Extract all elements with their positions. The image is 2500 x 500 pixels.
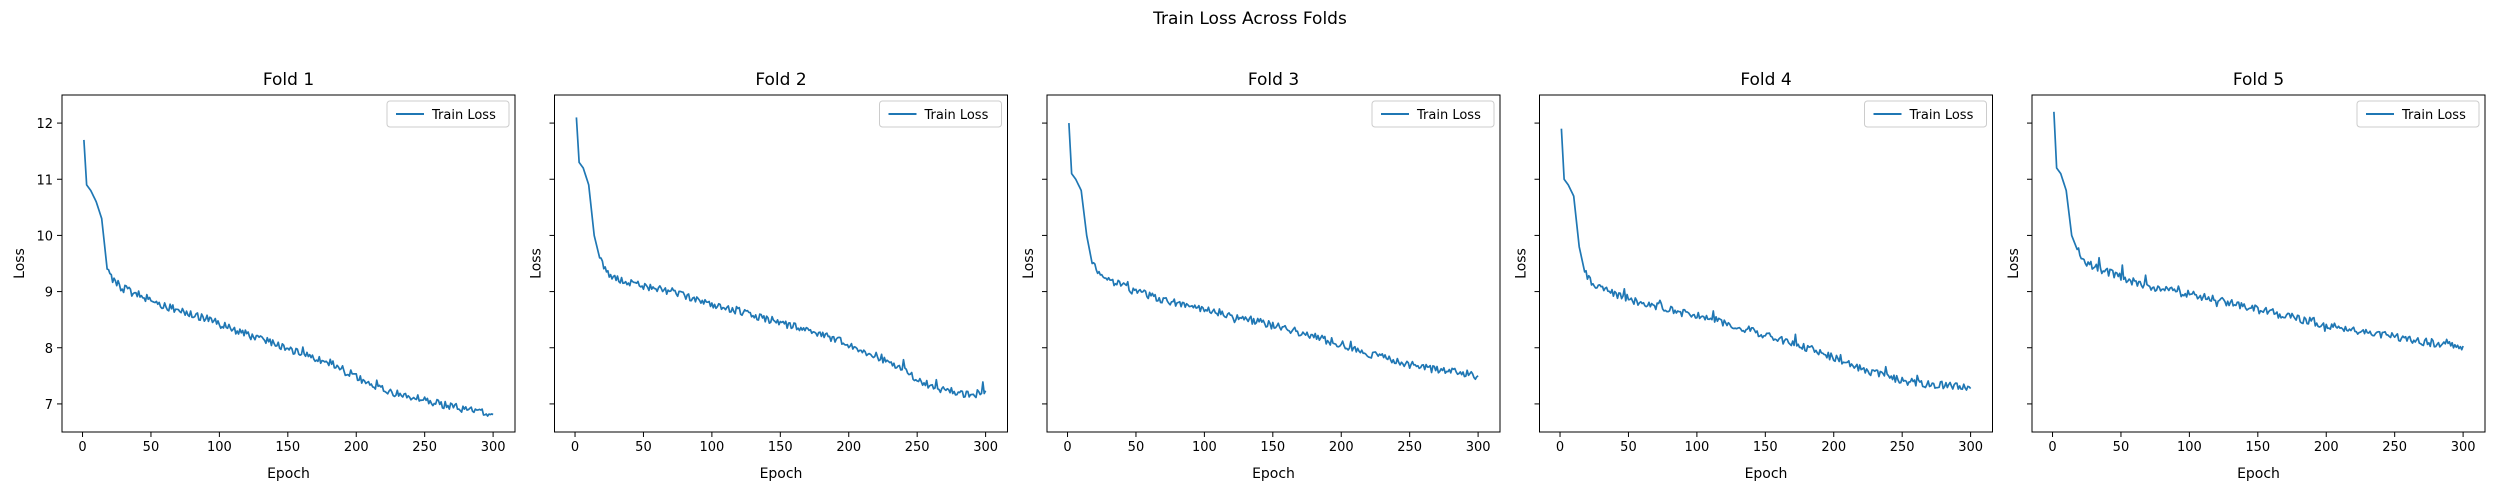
axes-frame: [1046, 94, 1501, 433]
x-tick-label: 0: [78, 440, 86, 455]
x-tick-label: 250: [1397, 440, 1422, 455]
series-line-train-loss: [83, 139, 494, 417]
x-tick-label: 0: [1556, 440, 1564, 455]
x-tick-label: 100: [699, 440, 724, 455]
x-tick-label: 250: [1890, 440, 1915, 455]
x-tick-label: 250: [905, 440, 930, 455]
legend-frame: [386, 100, 510, 128]
subplot-fold-1: Fold 1 0 50 100 150 200 250 300 7 8 9 10 11 12 Epoch Lo…: [12, 70, 516, 482]
figure-suptitle: Train Loss Across Folds: [1152, 9, 1347, 29]
x-tick-label: 200: [1329, 440, 1354, 455]
x-tick-label: 300: [973, 440, 998, 455]
y-tick-label: 12: [36, 117, 53, 132]
y-axis-label: Loss: [1514, 248, 1530, 279]
legend-label-train-loss: Train Loss: [1909, 108, 1974, 123]
legend-label-train-loss: Train Loss: [2401, 108, 2466, 123]
x-tick-label: 300: [1958, 440, 1983, 455]
subplot-title: Fold 5: [2233, 70, 2284, 90]
x-tick-label: 50: [635, 440, 652, 455]
legend-frame: [1371, 100, 1495, 128]
y-axis-label: Loss: [1021, 248, 1037, 279]
x-tick-label: 100: [1684, 440, 1709, 455]
x-axis-label: Epoch: [267, 466, 310, 482]
legend-label-train-loss: Train Loss: [1416, 108, 1481, 123]
subplot-fold-4: Fold 4 0 50 100 150 200 250 300 Epoch Loss Train L…: [1514, 70, 1993, 482]
x-tick-label: 100: [207, 440, 232, 455]
legend-frame: [2356, 100, 2480, 128]
x-tick-label: 100: [2177, 440, 2202, 455]
x-tick-label: 250: [2382, 440, 2407, 455]
y-tick-label: 9: [45, 286, 53, 301]
subplot-title: Fold 1: [263, 70, 314, 90]
axes-frame: [1539, 94, 1993, 433]
y-axis-label: Loss: [12, 248, 28, 279]
legend-label-train-loss: Train Loss: [431, 108, 496, 123]
axes-frame: [554, 94, 1008, 433]
x-axis-label: Epoch: [2237, 466, 2280, 482]
y-axis-label: Loss: [2006, 248, 2022, 279]
x-tick-label: 50: [143, 440, 160, 455]
x-tick-label: 250: [412, 440, 437, 455]
x-tick-label: 300: [1466, 440, 1491, 455]
series-line-train-loss: [1560, 128, 1972, 391]
x-tick-label: 0: [2048, 440, 2056, 455]
x-tick-label: 150: [2245, 440, 2270, 455]
series-line-train-loss: [575, 117, 987, 399]
series-line-train-loss: [2053, 111, 2464, 351]
subplot-fold-3: Fold 3 0 50 100 150 200 250 300 Epoch Loss Train L…: [1021, 70, 1501, 482]
subplot-fold-2: Fold 2 0 50 100 150 200 250 300 Epoch Loss Train L…: [529, 70, 1008, 482]
axes-frame: [2031, 94, 2486, 433]
x-tick-label: 150: [1260, 440, 1285, 455]
subplot-title: Fold 3: [1248, 70, 1299, 90]
legend-frame: [1864, 100, 1987, 128]
x-tick-label: 200: [2314, 440, 2339, 455]
x-tick-label: 150: [1753, 440, 1778, 455]
legend-label-train-loss: Train Loss: [924, 108, 989, 123]
y-tick-label: 7: [45, 398, 53, 413]
x-tick-label: 150: [275, 440, 300, 455]
x-tick-label: 200: [836, 440, 861, 455]
x-tick-label: 150: [768, 440, 793, 455]
y-tick-label: 8: [45, 342, 53, 357]
x-axis-label: Epoch: [760, 466, 803, 482]
series-line-train-loss: [1068, 123, 1479, 381]
y-tick-label: 10: [36, 229, 53, 244]
legend: Train Loss: [1864, 100, 1987, 128]
x-tick-label: 300: [481, 440, 506, 455]
x-axis-label: Epoch: [1745, 466, 1788, 482]
legend: Train Loss: [879, 100, 1002, 128]
y-axis-label: Loss: [529, 248, 545, 279]
legend: Train Loss: [386, 100, 510, 128]
x-tick-label: 300: [2451, 440, 2476, 455]
subplot-title: Fold 4: [1740, 70, 1791, 90]
x-tick-label: 50: [1620, 440, 1637, 455]
legend: Train Loss: [2356, 100, 2480, 128]
subplot-title: Fold 2: [755, 70, 806, 90]
legend: Train Loss: [1371, 100, 1495, 128]
x-axis-label: Epoch: [1252, 466, 1295, 482]
x-tick-label: 50: [1128, 440, 1145, 455]
axes-frame: [61, 94, 516, 433]
x-tick-label: 100: [1192, 440, 1217, 455]
subplot-fold-5: Fold 5 0 50 100 150 200 250 300 Epoch Loss Train L…: [2006, 70, 2486, 482]
x-tick-label: 200: [1821, 440, 1846, 455]
x-tick-label: 200: [344, 440, 369, 455]
legend-frame: [879, 100, 1002, 128]
x-tick-label: 0: [1063, 440, 1071, 455]
y-tick-label: 11: [36, 173, 53, 188]
x-tick-label: 50: [2113, 440, 2130, 455]
x-tick-label: 0: [571, 440, 579, 455]
